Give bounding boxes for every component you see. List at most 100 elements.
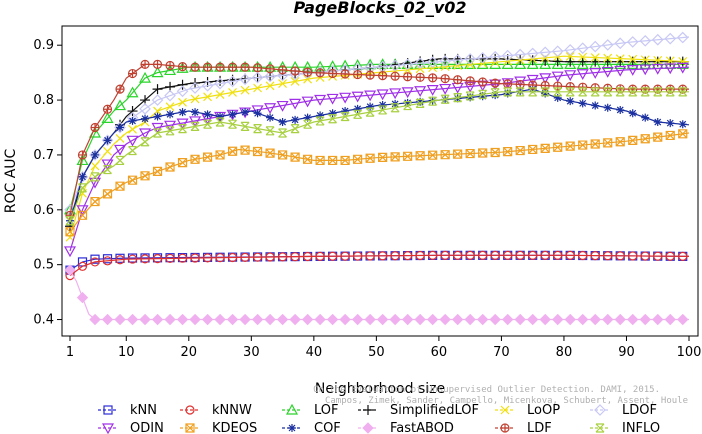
series-ldf-point — [178, 62, 187, 71]
legend-item-inflo: INFLO — [590, 421, 660, 434]
legend-ldof-marker — [594, 404, 606, 416]
series-inflo-point — [515, 87, 525, 97]
series-fastabod-point — [464, 313, 476, 326]
series-knnw-point — [277, 252, 288, 262]
series-loop-point — [240, 85, 250, 95]
series-ldf-point — [278, 65, 287, 74]
series-kdeos-point — [340, 155, 350, 166]
series-ldf-point-ring — [565, 82, 575, 92]
series-odin-point — [314, 94, 327, 106]
series-ldf-point-ring — [615, 84, 625, 94]
series-inflo-point — [465, 91, 475, 101]
series-fastabod-line — [69, 269, 689, 321]
legend-item-odin: ODIN — [98, 421, 164, 434]
series-cof-point — [478, 92, 487, 101]
series-kdeos-point — [353, 154, 363, 164]
series-kdeos-point — [403, 151, 413, 161]
series-inflo-point — [153, 128, 162, 138]
series-ldof-point — [176, 85, 189, 98]
series-ldf-point-ring — [265, 64, 275, 74]
series-odin-point — [88, 177, 102, 189]
series-ldf-point-ring — [678, 84, 688, 94]
series-lof-point — [614, 58, 627, 70]
series-odin-point — [76, 205, 89, 217]
series-inflo-point — [140, 137, 150, 147]
series-fastabod-point — [551, 313, 564, 326]
series-fastabod-point — [101, 313, 114, 326]
series-ldof-point — [226, 75, 239, 88]
series-loop-point — [628, 54, 638, 64]
series-ldf-point-ring — [653, 84, 663, 94]
y-tick-label: 0.7 — [33, 148, 54, 163]
series-knnw-point — [353, 251, 363, 261]
series-ldf-point — [428, 73, 437, 82]
series-odin-point — [301, 96, 314, 108]
series-ldf-point — [578, 83, 587, 92]
series-kdeos-point — [315, 155, 325, 166]
series-ldf-point — [366, 71, 375, 80]
series-knnw-point — [603, 251, 613, 261]
series-fastabod-point — [314, 313, 326, 326]
series-ldf-point-ring — [328, 68, 338, 79]
series-loop — [65, 52, 690, 242]
series-cof-point — [203, 110, 212, 119]
series-kdeos-point — [127, 175, 138, 185]
series-lof-point — [514, 58, 527, 70]
series-kdeos-point — [415, 151, 425, 161]
series-loop-point — [128, 124, 137, 134]
series-ldf-point — [466, 76, 475, 85]
series-knnw-point — [90, 257, 100, 267]
series-fastabod-point — [526, 313, 539, 326]
series-inflo-point — [490, 88, 500, 98]
series-knnw-point — [553, 250, 563, 260]
series-ldf-point-ring — [165, 60, 175, 71]
legend-odin-marker — [101, 423, 115, 434]
series-inflo-point — [265, 126, 275, 136]
series-fastabod-point — [451, 313, 464, 326]
series-odin-point — [676, 62, 689, 74]
series-kdeos-point — [653, 132, 663, 142]
series-odin-point — [551, 71, 564, 83]
series-inflo-point — [540, 87, 550, 97]
series-kdeos-point — [115, 181, 125, 191]
series-ldf-point — [203, 63, 212, 72]
series-cof-point — [103, 136, 112, 145]
y-axis: 0.4 0.5 0.6 0.7 0.8 0.9 — [33, 38, 62, 328]
series-ldf-point-ring — [77, 150, 88, 160]
legend-loop-marker — [500, 405, 510, 415]
series-inflo-point — [565, 87, 575, 97]
series-cof-point — [166, 110, 175, 119]
series-odin-point — [114, 144, 127, 156]
series-loop-point — [615, 54, 625, 64]
x-tick-label: 80 — [556, 345, 573, 360]
legend-simplifiedlof-marker — [363, 405, 373, 415]
series-cof-point — [553, 93, 562, 102]
series-fastabod-point — [251, 313, 264, 326]
series-ldof-point — [464, 53, 477, 65]
series-inflo-point — [528, 87, 538, 97]
series-ldf-point-ring — [277, 65, 288, 75]
series-lof-point — [176, 62, 189, 73]
series-loop-point — [640, 55, 650, 65]
series-kdeos-point — [440, 150, 450, 160]
legend-item-fastabod: FastABOD — [358, 421, 454, 434]
y-tick-label: 0.9 — [33, 38, 54, 53]
series-kdeos-point — [328, 155, 338, 166]
series-knnw-point — [653, 251, 663, 261]
series-kdeos-point — [453, 149, 463, 159]
series-loop-point — [103, 146, 112, 156]
series-inflo-point — [628, 87, 638, 97]
series-fastabod-point — [627, 313, 639, 326]
plot-frame — [61, 25, 699, 337]
series-kdeos-point — [165, 162, 175, 172]
legend-item-cof: COF — [282, 421, 341, 434]
x-tick-label: 70 — [493, 345, 510, 360]
chart-title: PageBlocks_02_v02 — [293, 0, 466, 17]
series-fastabod — [64, 264, 689, 326]
series-odin-point — [351, 91, 364, 103]
series-knnw-point — [478, 250, 488, 260]
series-knnw-point — [390, 251, 400, 261]
series-odin-point — [264, 103, 277, 114]
series-ldf-point-ring — [365, 70, 375, 80]
series-fastabod-point — [564, 313, 576, 326]
